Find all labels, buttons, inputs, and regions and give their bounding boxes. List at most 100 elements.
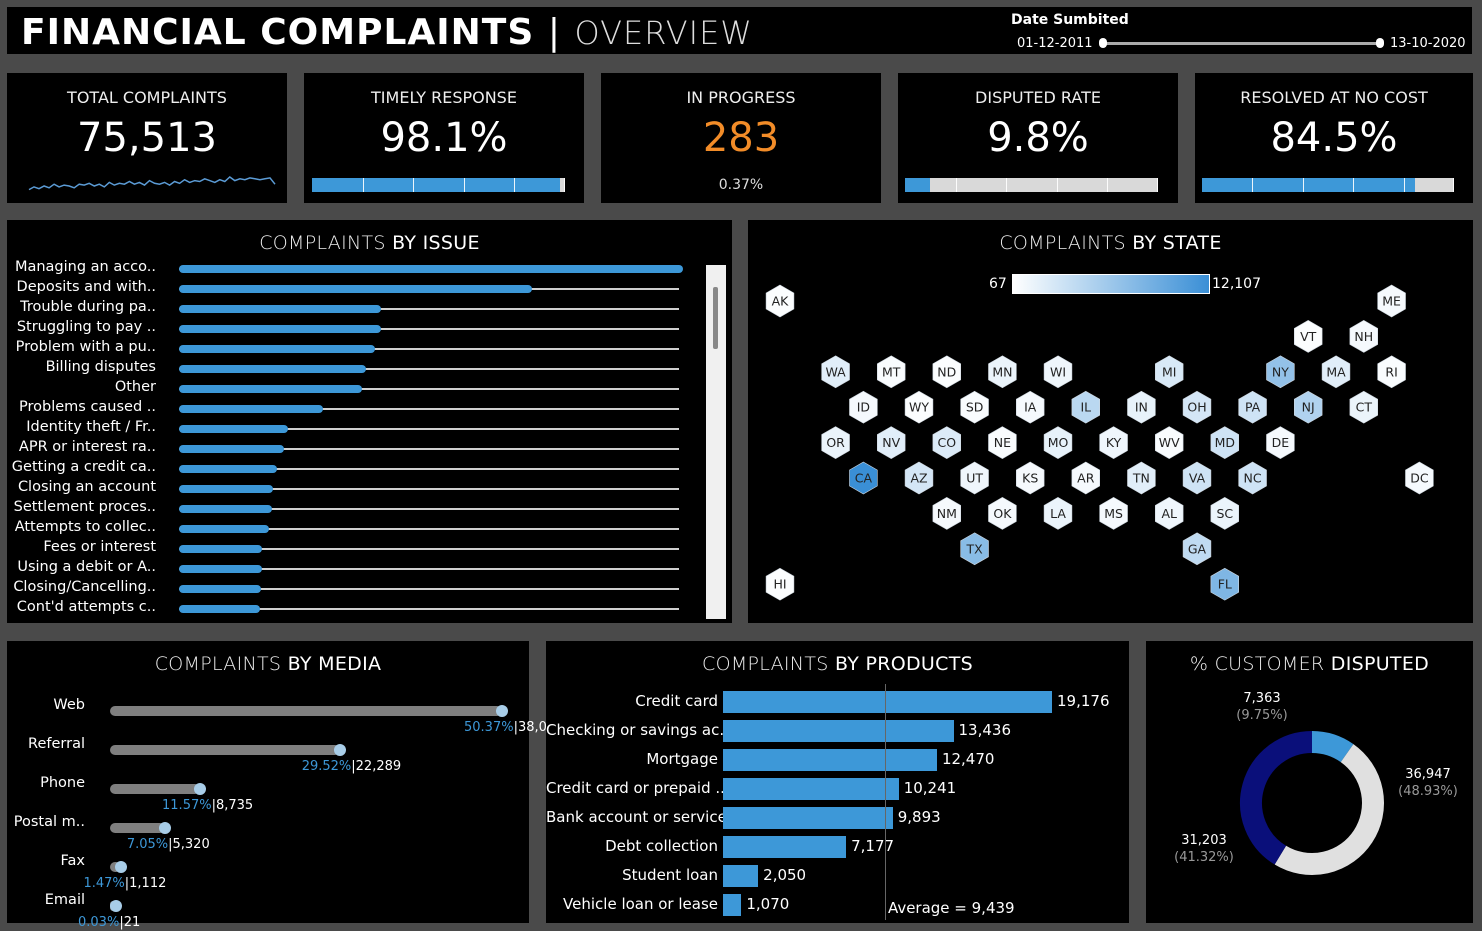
state-hex-shape[interactable] [1210,426,1240,459]
state-hex-shape[interactable] [1293,390,1323,424]
state-hex-shape[interactable] [1266,426,1295,459]
state-hex-shape[interactable] [904,461,934,495]
state-hex-shape[interactable] [1015,390,1045,424]
product-bar[interactable] [723,778,899,800]
issue-bar[interactable] [179,405,324,413]
state-hex-sc[interactable]: SC [1210,497,1240,530]
state-hex-shape[interactable] [1238,390,1267,424]
state-hex-ar[interactable]: AR [1071,461,1101,495]
state-hex-oh[interactable]: OH [1182,390,1212,424]
state-hex-nj[interactable]: NJ [1293,390,1323,424]
product-bar[interactable] [723,894,742,916]
date-slider-track[interactable] [1104,42,1379,45]
media-bar[interactable] [110,823,165,833]
state-hex-shape[interactable] [988,426,1017,459]
issue-bar[interactable] [179,325,381,333]
state-hex-mn[interactable]: MN [988,355,1017,389]
media-bar[interactable] [110,706,502,716]
issue-bar[interactable] [179,305,381,313]
state-hex-shape[interactable] [1071,461,1101,495]
state-hex-shape[interactable] [1266,355,1295,389]
state-hex-shape[interactable] [1154,497,1184,530]
state-hex-nm[interactable]: NM [932,497,961,530]
media-bar[interactable] [110,745,340,755]
state-hex-ma[interactable]: MA [1321,355,1351,389]
state-hex-shape[interactable] [1321,355,1351,389]
state-hex-shape[interactable] [765,567,795,601]
state-hex-shape[interactable] [988,355,1017,389]
state-hex-shape[interactable] [960,461,989,495]
state-hex-shape[interactable] [1210,567,1240,601]
media-bar[interactable] [110,784,201,794]
state-hex-shape[interactable] [932,497,961,530]
state-hex-md[interactable]: MD [1210,426,1240,459]
state-hex-shape[interactable] [932,426,961,459]
state-hex-shape[interactable] [1182,461,1212,495]
state-hex-me[interactable]: ME [1377,284,1406,318]
state-hex-wv[interactable]: WV [1154,426,1184,459]
product-bar[interactable] [723,749,937,771]
state-hex-or[interactable]: OR [821,426,850,459]
state-hex-dc[interactable]: DC [1405,461,1434,495]
state-hex-ne[interactable]: NE [988,426,1017,459]
state-hex-shape[interactable] [849,390,878,424]
state-hex-shape[interactable] [1377,284,1406,318]
state-hex-la[interactable]: LA [1043,497,1073,530]
state-hex-nc[interactable]: NC [1238,461,1267,495]
state-hex-az[interactable]: AZ [904,461,934,495]
state-hex-ia[interactable]: IA [1015,390,1045,424]
state-hex-va[interactable]: VA [1182,461,1212,495]
state-hex-ak[interactable]: AK [765,284,795,318]
state-hex-shape[interactable] [1099,426,1128,459]
state-hex-shape[interactable] [1043,355,1073,389]
product-bar[interactable] [723,720,954,742]
state-hex-shape[interactable] [821,426,850,459]
state-hex-nv[interactable]: NV [877,426,906,459]
state-hex-ok[interactable]: OK [988,497,1017,530]
product-bar[interactable] [723,691,1052,713]
state-hex-shape[interactable] [1182,532,1212,566]
issue-bar[interactable] [179,345,376,353]
state-hex-shape[interactable] [1154,426,1184,459]
state-hex-pa[interactable]: PA [1238,390,1267,424]
state-hex-shape[interactable] [765,284,795,318]
state-hex-shape[interactable] [877,426,906,459]
state-hex-wy[interactable]: WY [904,390,934,424]
state-hex-shape[interactable] [1349,320,1379,353]
state-hex-mo[interactable]: MO [1043,426,1073,459]
state-hex-shape[interactable] [1099,497,1128,530]
state-hex-nh[interactable]: NH [1349,320,1379,353]
state-hex-ky[interactable]: KY [1099,426,1128,459]
state-hex-wi[interactable]: WI [1043,355,1073,389]
state-hex-shape[interactable] [960,532,989,566]
state-hex-co[interactable]: CO [932,426,961,459]
donut-slice-not-disputed[interactable] [1274,744,1384,875]
issue-bar[interactable] [179,365,366,373]
issue-bar[interactable] [179,485,274,493]
state-hex-shape[interactable] [1127,390,1156,424]
donut-slice-disputed[interactable] [1311,731,1354,763]
donut-slice-other[interactable] [1240,731,1313,865]
issue-scrollbar[interactable] [706,265,726,619]
issue-bar[interactable] [179,385,363,393]
issue-bar[interactable] [179,425,288,433]
issue-bar[interactable] [179,505,273,513]
state-hex-il[interactable]: IL [1071,390,1101,424]
issue-bar[interactable] [179,545,263,553]
state-hex-al[interactable]: AL [1154,497,1184,530]
state-hex-shape[interactable] [1154,355,1184,389]
state-hex-mt[interactable]: MT [877,355,906,389]
state-hex-ut[interactable]: UT [960,461,989,495]
state-hex-ca[interactable]: CA [849,461,878,495]
state-hex-wa[interactable]: WA [821,355,850,389]
state-hex-shape[interactable] [1043,497,1073,530]
state-hex-shape[interactable] [877,355,906,389]
product-bar[interactable] [723,865,759,887]
issue-bar[interactable] [179,465,278,473]
state-hex-hi[interactable]: HI [765,567,795,601]
state-hex-vt[interactable]: VT [1293,320,1323,353]
state-hex-ri[interactable]: RI [1377,355,1406,389]
state-hex-ks[interactable]: KS [1015,461,1045,495]
state-hex-fl[interactable]: FL [1210,567,1240,601]
state-hex-id[interactable]: ID [849,390,878,424]
